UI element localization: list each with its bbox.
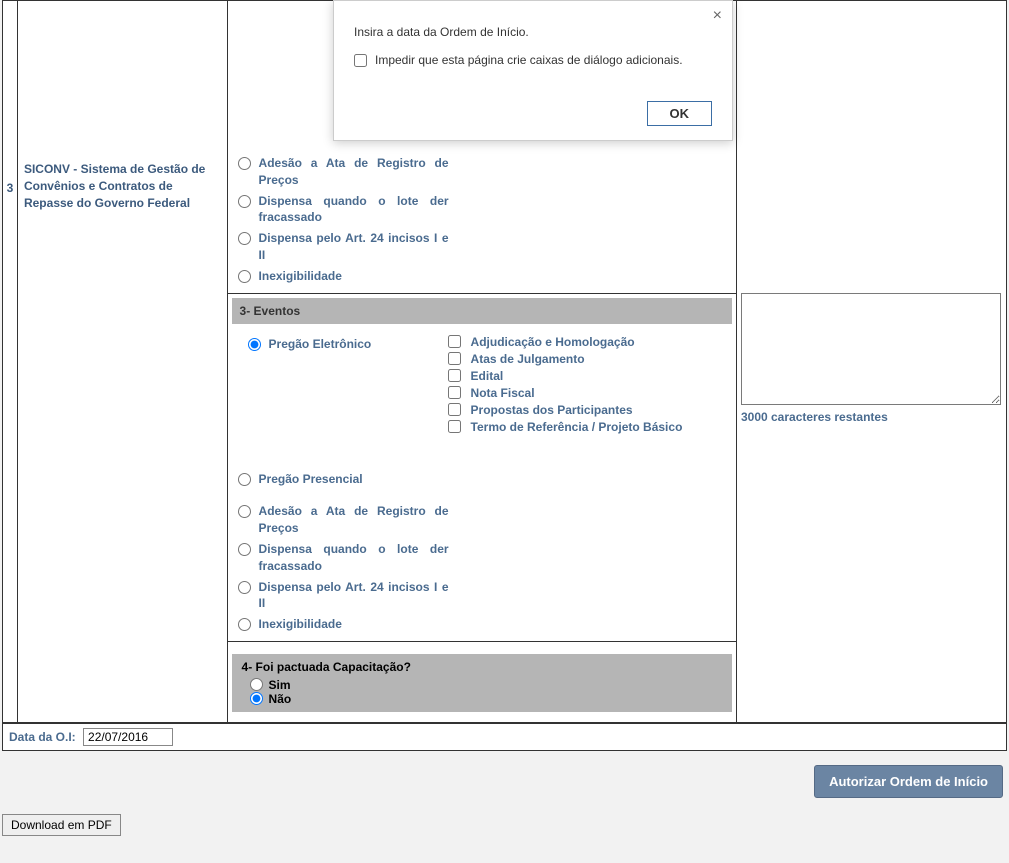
radio-label: Adesão a Ata de Registro de Preços — [259, 155, 449, 189]
section3-header: 3- Eventos — [232, 298, 732, 324]
check-termo-ref[interactable]: Termo de Referência / Projeto Básico — [448, 420, 736, 434]
check-edital[interactable]: Edital — [448, 369, 736, 383]
pdf-row: Download em PDF — [2, 812, 1007, 838]
checkbox-input[interactable] — [448, 420, 461, 433]
radio-input[interactable] — [238, 618, 251, 631]
ok-button[interactable]: OK — [647, 101, 713, 126]
alert-dialog: × Insira a data da Ordem de Início. Impe… — [333, 0, 733, 141]
checkbox-input[interactable] — [448, 335, 461, 348]
check-adjudicacao[interactable]: Adjudicação e Homologação — [448, 335, 736, 349]
check-label: Adjudicação e Homologação — [471, 335, 635, 349]
radio-input[interactable] — [238, 232, 251, 245]
section4-box: 4- Foi pactuada Capacitação? Sim Não — [232, 654, 732, 712]
section4-title: 4- Foi pactuada Capacitação? — [242, 660, 722, 674]
radio-inexigibilidade[interactable]: Inexigibilidade — [238, 268, 736, 285]
radio-label: Inexigibilidade — [259, 268, 342, 285]
content-cell-section3: 3- Eventos Pregão Eletrônico Adjudicação… — [227, 293, 736, 641]
date-input[interactable] — [83, 728, 173, 746]
radio-pregao-presencial[interactable]: Pregão Presencial — [238, 471, 736, 488]
dialog-message: Insira a data da Ordem de Início. — [354, 25, 712, 39]
checkbox-input[interactable] — [448, 352, 461, 365]
radio-input[interactable] — [248, 338, 261, 351]
radio-adesao[interactable]: Adesão a Ata de Registro de Preços — [238, 155, 736, 189]
radio-input[interactable] — [238, 581, 251, 594]
radio-nao[interactable]: Não — [250, 692, 722, 706]
radio-dispensa-lote[interactable]: Dispensa quando o lote der fracassado — [238, 193, 736, 227]
radio-label: Adesão a Ata de Registro de Preços — [259, 503, 449, 537]
check-label: Termo de Referência / Projeto Básico — [471, 420, 683, 434]
radio-label: Pregão Presencial — [259, 471, 363, 488]
radio-label: Dispensa quando o lote der fracassado — [259, 193, 449, 227]
radio-input[interactable] — [250, 692, 263, 705]
radio-label: Pregão Eletrônico — [269, 336, 372, 353]
notes-textarea[interactable] — [741, 293, 1001, 405]
check-label: Edital — [471, 369, 504, 383]
checkbox-input[interactable] — [448, 403, 461, 416]
dialog-body: Insira a data da Ordem de Início. Impedi… — [334, 1, 732, 101]
check-label: Atas de Julgamento — [471, 352, 585, 366]
radio-input[interactable] — [238, 543, 251, 556]
check-nota-fiscal[interactable]: Nota Fiscal — [448, 386, 736, 400]
radio-dispensa-lote-3[interactable]: Dispensa quando o lote der fracassado — [238, 541, 736, 575]
checkbox-input[interactable] — [448, 386, 461, 399]
close-icon[interactable]: × — [713, 7, 722, 25]
char-counter: 3000 caracteres restantes — [741, 410, 1002, 424]
radio-label: Inexigibilidade — [259, 616, 342, 633]
radio-label: Dispensa quando o lote der fracassado — [259, 541, 449, 575]
date-row: Data da O.I: — [2, 723, 1007, 751]
bottom-bar: Autorizar Ordem de Início — [2, 757, 1007, 806]
radio-input[interactable] — [250, 678, 263, 691]
dialog-footer: OK — [334, 101, 732, 140]
prevent-dialogs-label: Impedir que esta página crie caixas de d… — [375, 53, 683, 67]
notes-cell: 3000 caracteres restantes — [736, 1, 1006, 723]
radio-label: Sim — [269, 678, 291, 692]
section3-radios-after: Pregão Presencial Adesão a Ata de Regist… — [228, 471, 736, 633]
radio-label: Não — [269, 692, 292, 706]
row-title: SICONV - Sistema de Gestão de Convênios … — [17, 1, 227, 723]
date-label: Data da O.I: — [9, 730, 76, 744]
authorize-button[interactable]: Autorizar Ordem de Início — [814, 765, 1003, 798]
radio-label: Dispensa pelo Art. 24 incisos I e II — [259, 579, 449, 613]
radio-label: Dispensa pelo Art. 24 incisos I e II — [259, 230, 449, 264]
radio-input[interactable] — [238, 157, 251, 170]
radio-sim[interactable]: Sim — [250, 678, 722, 692]
radio-pregao-eletronico[interactable]: Pregão Eletrônico — [248, 336, 428, 353]
events-left: Pregão Eletrônico — [238, 332, 428, 437]
events-grid: Pregão Eletrônico Adjudicação e Homologa… — [238, 332, 736, 437]
radio-dispensa-art24[interactable]: Dispensa pelo Art. 24 incisos I e II — [238, 230, 736, 264]
check-atas[interactable]: Atas de Julgamento — [448, 352, 736, 366]
checkbox-input[interactable] — [448, 369, 461, 382]
radio-input[interactable] — [238, 270, 251, 283]
check-propostas[interactable]: Propostas dos Participantes — [448, 403, 736, 417]
radio-input[interactable] — [238, 505, 251, 518]
dialog-prevent-row[interactable]: Impedir que esta página crie caixas de d… — [354, 53, 712, 67]
check-label: Nota Fiscal — [471, 386, 535, 400]
check-label: Propostas dos Participantes — [471, 403, 633, 417]
radio-input[interactable] — [238, 195, 251, 208]
radio-adesao-3[interactable]: Adesão a Ata de Registro de Preços — [238, 503, 736, 537]
content-cell-section4: 4- Foi pactuada Capacitação? Sim Não — [227, 641, 736, 722]
download-pdf-button[interactable]: Download em PDF — [2, 814, 121, 836]
radio-input[interactable] — [238, 473, 251, 486]
radio-inexigibilidade-3[interactable]: Inexigibilidade — [238, 616, 736, 633]
prevent-dialogs-checkbox[interactable] — [354, 54, 367, 67]
section2-radios: Adesão a Ata de Registro de Preços Dispe… — [228, 155, 736, 285]
row-number: 3 — [3, 1, 18, 723]
events-right: Adjudicação e Homologação Atas de Julgam… — [448, 332, 736, 437]
radio-dispensa-art24-3[interactable]: Dispensa pelo Art. 24 incisos I e II — [238, 579, 736, 613]
